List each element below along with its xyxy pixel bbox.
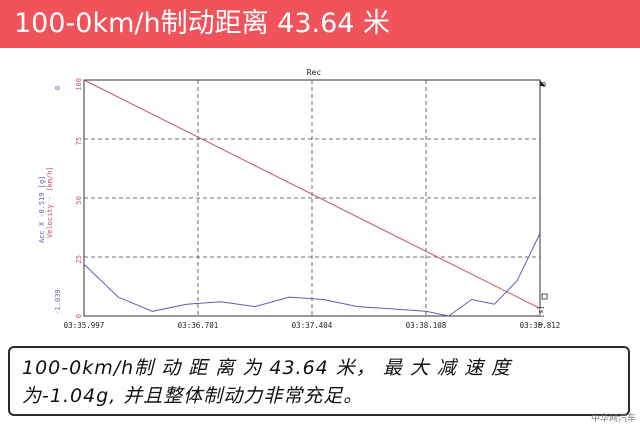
top-right-marker: 0 (542, 81, 546, 89)
axis-bottom-marker (541, 293, 548, 300)
y-left-tick-label: 50 (75, 196, 83, 204)
x-tick-label: 03:38.812 (520, 321, 561, 330)
x-tick-label: 03:38.108 (406, 321, 447, 330)
chart-panel: 03:35.997 03:36.701 03:37.404 03:38.108 03:3… (8, 58, 633, 340)
y-left-tick-label: 75 (75, 137, 83, 145)
y-left-tick-label: 0 (75, 314, 83, 318)
chart-title: Rec (307, 68, 322, 77)
braking-chart: 03:35.997 03:36.701 03:37.404 03:38.108 03:3… (38, 68, 561, 330)
x-tick-label: 03:35.997 (64, 321, 105, 330)
y-right-axis-label: Acc X -0.519 [g] (38, 176, 46, 243)
y-right-tick-label: -1.039 (54, 289, 62, 314)
watermark: 中华网汽车 (590, 414, 636, 424)
caption-line-2: 为-1.04g, 并且整体制动力非常充足。 (22, 385, 364, 407)
caption-line-1: 100-0km/h制 动 距 离 为 43.64 米， 最 大 减 速 度 (22, 357, 511, 379)
x-tick-label: 03:36.701 (178, 321, 219, 330)
y-right-tick-label: 0 (54, 86, 62, 90)
page-title: 100-0km/h制动距离 43.64 米 (0, 0, 640, 48)
series-line-acc-x (83, 233, 541, 317)
y-left-tick-label: 25 (75, 255, 83, 263)
y-left-axis-label: Velocity - [km/h] (46, 166, 54, 238)
y-left-tick-label: 100 (75, 78, 83, 91)
x-unit-label: t [s] (537, 305, 545, 326)
x-tick-label: 03:37.404 (292, 321, 333, 330)
series-line-velocity (83, 79, 541, 316)
axis-top-marker (540, 80, 545, 86)
caption-box: 100-0km/h制 动 距 离 为 43.64 米， 最 大 减 速 度 为-… (8, 346, 630, 416)
